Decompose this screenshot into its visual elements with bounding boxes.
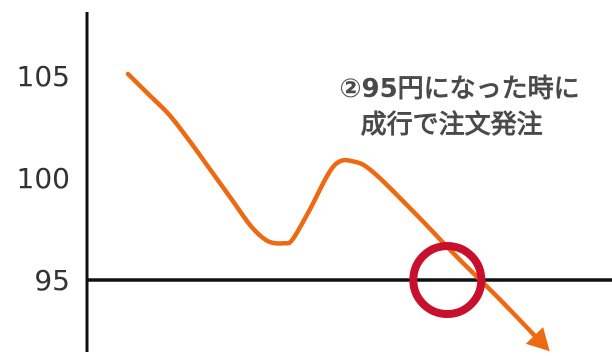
- highlight-circle: [409, 242, 486, 318]
- y-tick-label-100: 100: [17, 162, 70, 195]
- arrow-head: [525, 327, 550, 352]
- annotation-line-2: 成行で注文発注: [361, 109, 543, 140]
- annotation-line-1: ②95円になった時に: [339, 74, 579, 104]
- price-line: [125, 71, 543, 344]
- y-tick-label-95: 95: [34, 264, 70, 297]
- y-tick-labels: 105 100 95: [17, 60, 70, 297]
- y-tick-label-105: 105: [17, 60, 70, 93]
